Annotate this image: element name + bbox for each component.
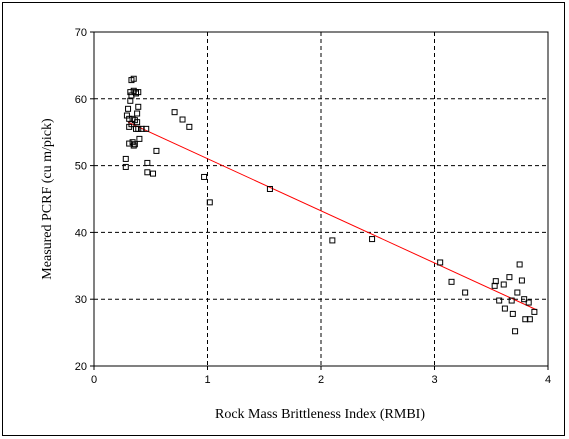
x-tick-label: 1	[204, 374, 210, 386]
data-point	[329, 237, 336, 244]
data-point	[127, 89, 134, 96]
y-tick-label: 70	[75, 27, 87, 39]
data-point	[206, 199, 213, 206]
data-point	[130, 75, 137, 82]
data-point	[369, 236, 376, 243]
trendline	[127, 121, 537, 311]
data-point	[496, 297, 503, 304]
data-point	[516, 261, 523, 268]
data-point	[150, 170, 157, 177]
data-point	[501, 305, 508, 312]
data-point	[122, 155, 129, 162]
data-point	[525, 299, 532, 306]
data-point	[135, 103, 142, 110]
data-point	[125, 105, 132, 112]
x-tick-label: 3	[431, 374, 437, 386]
x-tick-label: 4	[545, 374, 551, 386]
data-point	[509, 310, 516, 317]
data-point	[508, 297, 515, 304]
data-point	[521, 296, 528, 303]
y-tick-label: 20	[75, 361, 87, 373]
data-point	[144, 159, 151, 166]
data-point	[462, 289, 469, 296]
data-point	[526, 316, 533, 323]
data-point	[122, 163, 129, 170]
x-axis-tick-labels: 0 1 2 3 4	[91, 374, 551, 386]
data-point	[143, 125, 150, 132]
x-tick-label: 2	[318, 374, 324, 386]
data-point	[134, 119, 141, 126]
data-point	[514, 289, 521, 296]
data-points	[122, 75, 538, 335]
grid-lines	[94, 32, 548, 366]
y-tick-label: 30	[75, 294, 87, 306]
x-axis-title: Rock Mass Brittleness Index (RMBI)	[215, 407, 425, 422]
y-tick-label: 40	[75, 227, 87, 239]
trendline-layer	[127, 121, 537, 311]
data-point	[492, 278, 499, 285]
data-point	[266, 185, 273, 192]
data-point	[437, 259, 444, 266]
data-point	[135, 89, 142, 96]
data-point	[531, 308, 538, 315]
plot-area	[93, 31, 549, 367]
data-point	[135, 125, 142, 132]
data-point	[179, 116, 186, 123]
y-tick-label: 50	[75, 161, 87, 173]
data-point	[134, 110, 141, 117]
data-point	[201, 173, 208, 180]
data-point	[131, 141, 138, 148]
data-point	[153, 147, 160, 154]
x-tick-label: 0	[91, 374, 97, 386]
data-point	[506, 274, 513, 281]
data-point	[512, 328, 519, 335]
data-point	[448, 278, 455, 285]
data-point	[171, 109, 178, 116]
data-point	[144, 169, 151, 176]
data-point	[136, 135, 143, 142]
data-point	[186, 123, 193, 130]
y-axis-tick-labels: 20 30 40 50 60 70	[75, 27, 87, 373]
y-tick-label: 60	[75, 94, 87, 106]
tick-marks	[90, 31, 549, 370]
data-point	[500, 281, 507, 288]
y-axis-title: Measured PCRF (cu m/pick)	[40, 118, 55, 280]
data-point	[518, 277, 525, 284]
data-point	[130, 142, 137, 149]
